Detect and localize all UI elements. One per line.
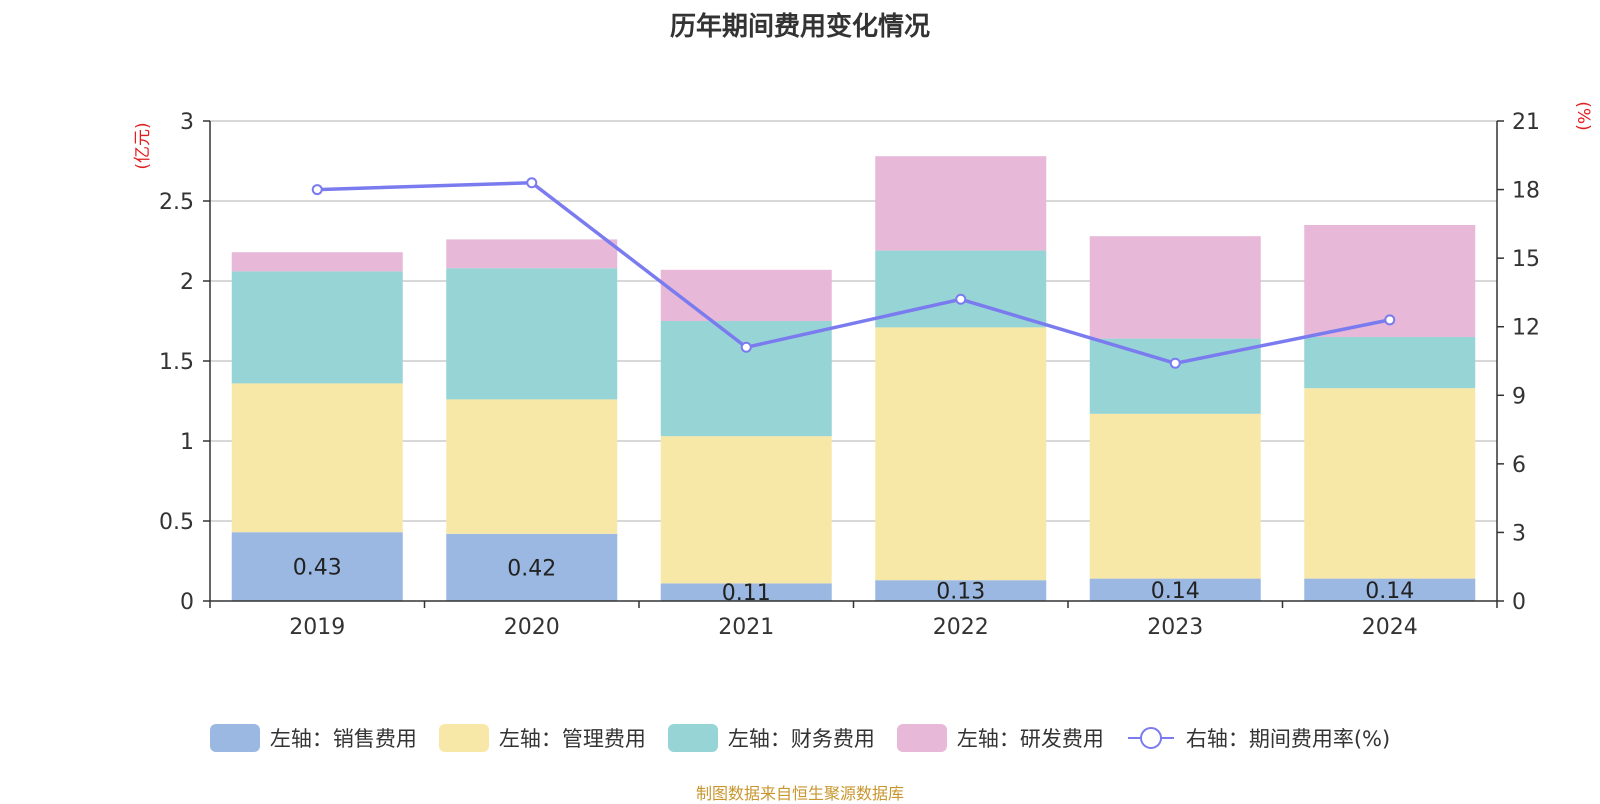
legend-label-expense-rate: 右轴：期间费用率(%) <box>1185 727 1391 751</box>
bar-2022-series-1 <box>875 327 1047 581</box>
bar-2020-series-1 <box>446 399 618 534</box>
bar-2022-series-0 <box>875 580 1047 601</box>
legend-item-sales[interactable]: 左轴：销售费用 <box>209 723 417 753</box>
x-tick-label: 2024 <box>1362 615 1418 640</box>
expense-rate-point-2024 <box>1384 314 1396 326</box>
bar-2023-series-0 <box>1089 578 1261 601</box>
bar-2021-series-0 <box>660 583 832 601</box>
expense-rate-point-2022 <box>955 293 967 305</box>
bar-2023-series-1 <box>1089 413 1261 579</box>
x-tick-label: 2019 <box>289 615 345 640</box>
legend: 左轴：销售费用 左轴：管理费用 左轴：财务费用 左轴：研发费用 右轴：期间费用率… <box>0 720 1600 756</box>
left-tick-label: 3 <box>180 110 194 135</box>
legend-item-rnd[interactable]: 左轴：研发费用 <box>896 723 1104 753</box>
x-tick-label: 2021 <box>718 615 774 640</box>
bar-2020-series-0 <box>446 533 618 601</box>
x-tick-label: 2020 <box>504 615 560 640</box>
bar-2019-series-3 <box>231 252 403 272</box>
expense-rate-point-2019 <box>311 184 323 196</box>
right-tick-label: 9 <box>1512 384 1526 409</box>
right-tick-label: 18 <box>1512 179 1540 204</box>
x-tick-label: 2022 <box>933 615 989 640</box>
data-label-2021: 0.11 <box>722 581 771 606</box>
source-footer: 制图数据来自恒生聚源数据库 <box>695 784 904 803</box>
bar-2021-series-2 <box>660 321 832 437</box>
legend-item-expense-rate[interactable]: 右轴：期间费用率(%) <box>1126 723 1390 753</box>
left-axis-unit-label: (亿元) <box>133 122 153 169</box>
legend-item-management[interactable]: 左轴：管理费用 <box>438 723 646 753</box>
legend-swatch-sales <box>209 724 260 752</box>
legend-swatch-finance <box>667 724 718 752</box>
bar-2020-series-3 <box>446 239 618 269</box>
legend-label-management: 左轴：管理费用 <box>498 727 646 751</box>
bar-2020-series-2 <box>446 268 618 400</box>
expense-rate-point-2020 <box>526 177 538 189</box>
legend-label-finance: 左轴：财务费用 <box>727 727 875 751</box>
chart-title: 历年期间费用变化情况 <box>669 12 930 42</box>
bar-2019-series-0 <box>231 532 403 601</box>
left-tick-label: 2 <box>180 270 194 295</box>
left-tick-label: 2.5 <box>159 190 194 215</box>
right-tick-label: 0 <box>1512 590 1526 615</box>
bar-2019-series-2 <box>231 271 403 384</box>
bar-2023-series-3 <box>1089 236 1261 339</box>
left-tick-label: 1.5 <box>159 350 194 375</box>
right-tick-label: 21 <box>1512 110 1540 135</box>
legend-swatch-rnd <box>896 724 947 752</box>
chart-canvas: 0.43 0.420.11 0.13 0.14 0.1400.511.522.53036… <box>133 101 1593 640</box>
expense-rate-point-2023 <box>1169 357 1181 369</box>
legend-line-marker-icon <box>1127 727 1174 749</box>
right-tick-label: 12 <box>1512 316 1540 341</box>
data-label-2023: 0.14 <box>1151 579 1200 604</box>
left-tick-label: 0 <box>180 590 194 615</box>
legend-label-sales: 左轴：销售费用 <box>269 727 417 751</box>
expense-rate-line <box>317 180 1391 366</box>
right-axis-unit-label: (%) <box>1573 101 1593 130</box>
data-label-2019: 0.43 <box>293 556 342 581</box>
data-label-2024: 0.14 <box>1365 579 1414 604</box>
right-tick-label: 15 <box>1512 247 1540 272</box>
bar-2021-series-3 <box>660 269 832 321</box>
data-label-2020: 0.42 <box>507 556 556 581</box>
x-tick-label: 2023 <box>1147 615 1203 640</box>
right-tick-label: 6 <box>1512 453 1526 478</box>
left-tick-label: 0.5 <box>159 510 194 535</box>
right-tick-label: 3 <box>1512 521 1526 546</box>
bar-2021-series-1 <box>660 436 832 584</box>
bar-2019-series-1 <box>231 383 403 533</box>
expense-rate-point-2021 <box>740 341 752 353</box>
bar-2024-series-0 <box>1304 578 1476 601</box>
bar-2024-series-1 <box>1304 388 1476 579</box>
legend-label-rnd: 左轴：研发费用 <box>956 727 1104 751</box>
legend-item-finance[interactable]: 左轴：财务费用 <box>667 723 875 753</box>
left-tick-label: 1 <box>180 430 194 455</box>
bar-2024-series-2 <box>1304 337 1476 389</box>
bar-2022-series-3 <box>875 156 1047 251</box>
legend-swatch-management <box>438 724 489 752</box>
